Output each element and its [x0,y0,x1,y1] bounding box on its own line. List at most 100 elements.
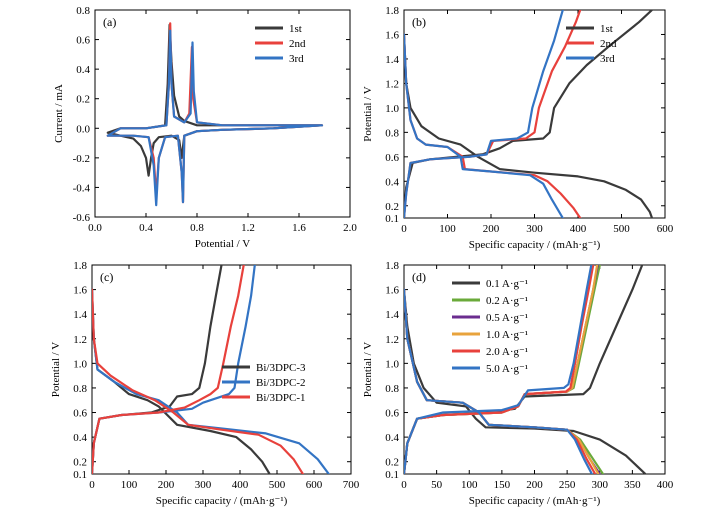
x-tick-label: 350 [624,479,641,491]
y-tick-label: 0.1 [385,213,399,225]
x-tick-label: 600 [306,479,323,491]
panel-b: 0 100 200 300 400 500 600 0.10.2 0.4 0.6 0.8 1.0 1.2… [362,5,674,251]
y-tick-label: -0.6 [73,212,91,224]
y-tick-label: 0.8 [73,383,87,395]
series-group [404,265,647,474]
y-tick-label: 1.0 [385,103,399,115]
y-tick-label: 1.4 [385,54,399,66]
x-tick-label: 200 [158,479,175,491]
y-tick-label: 1.2 [73,334,87,346]
y-tick-label: 1.8 [73,260,87,272]
y-tick-label: 1.8 [385,260,399,272]
series-line-3-charge [404,10,564,218]
plot-frame [403,264,666,475]
series-line-3-discharge [92,288,304,474]
legend-label: 5.0 A·g⁻¹ [486,363,528,375]
series-group [404,10,654,218]
y-tick-label: -0.4 [73,182,91,194]
x-axis-label: Potential / V [195,238,250,250]
x-tick-label: 300 [526,223,543,235]
x-tick-label: 50 [431,479,443,491]
legend-label: 1st [600,23,613,35]
plot-frame [403,9,666,219]
legend: 1st 2nd 3rd [255,23,306,65]
y-tick-label: 0.0 [76,123,90,135]
y-tick-label: 1.6 [385,285,399,297]
legend-label: Bi/3DPC-3 [256,362,306,374]
series-line-3 [106,29,324,207]
y-tick-label: 1.4 [73,309,87,321]
x-tick-label: 150 [494,479,511,491]
y-tick-label: 0.6 [385,152,399,164]
panel-label: (a) [103,15,116,29]
x-tick-label: 600 [657,223,674,235]
y-tick-label: 1.0 [73,358,87,370]
y-tick-label: 1.2 [385,78,399,90]
y-tick-label: 0.8 [385,383,399,395]
y-tick-label: 0.6 [76,35,90,47]
panel-label: (b) [412,15,426,29]
y-tick-label: 0.1 [385,469,399,481]
legend-label: Bi/3DPC-2 [256,377,306,389]
series-line-1-discharge [404,33,654,218]
series-line-2-charge [92,265,256,474]
x-tick-label: 200 [526,479,543,491]
x-tick-label: 500 [613,223,630,235]
y-tick-label: 0.2 [76,94,90,106]
series-group [106,22,324,207]
x-tick-label: 0 [401,479,407,491]
x-axis-label: Specific capacity / (mAh·g⁻¹) [469,495,601,507]
y-tick-label: 1.4 [385,309,399,321]
y-tick-label: 0.2 [73,457,87,469]
legend-label: 3rd [289,53,304,65]
y-tick-label: 0.4 [385,432,399,444]
x-tick-label: 1.6 [292,222,306,234]
y-tick-label: 0.4 [385,176,399,188]
x-tick-label: 0 [401,223,407,235]
y-tick-label: 0.4 [76,64,90,76]
y-tick-label: 1.6 [73,285,87,297]
legend: 0.1 A·g⁻¹ 0.2 A·g⁻¹ 0.5 A·g⁻¹ 1.0 A·g⁻¹ 2.0 … [452,278,528,375]
legend: Bi/3DPC-3 Bi/3DPC-2 Bi/3DPC-1 [222,362,306,404]
legend-label: 2nd [600,38,617,50]
x-tick-label: 400 [657,479,674,491]
x-tick-label: 400 [232,479,249,491]
y-tick-label: 0.2 [385,201,399,213]
x-tick-label: 200 [483,223,500,235]
legend-label: 0.2 A·g⁻¹ [486,295,528,307]
y-axis-label: Current / mA [53,84,65,143]
x-tick-label: 100 [439,223,456,235]
y-axis-label: Potential / V [50,342,62,397]
x-tick-label: 0.8 [190,222,204,234]
series-line-6-discharge [404,288,594,474]
y-tick-label: 0.8 [76,5,90,17]
legend-label: 0.5 A·g⁻¹ [486,312,528,324]
y-tick-label: 0.8 [385,127,399,139]
y-tick-label: 0.2 [385,457,399,469]
x-tick-label: 2.0 [343,222,357,234]
x-tick-label: 300 [195,479,212,491]
legend: 1st 2nd 3rd [566,23,617,65]
y-tick-label: 1.8 [385,5,399,17]
y-axis-label: Potential / V [362,86,374,141]
x-tick-label: 250 [559,479,576,491]
y-tick-label: 1.0 [385,358,399,370]
x-tick-label: 100 [121,479,138,491]
x-tick-label: 700 [343,479,360,491]
series-line-2-discharge [92,288,330,474]
y-tick-label: 1.2 [385,334,399,346]
y-tick-label: 0.6 [385,408,399,420]
x-tick-label: 1.2 [241,222,255,234]
legend-label: 0.1 A·g⁻¹ [486,278,528,290]
panel-d: 0 50 100 150 200 250 300 350 400 0.10.2 0.4 0.6 0.8 1… [362,260,674,507]
series-line-6-charge [404,265,593,474]
y-axis-label: Potential / V [362,342,374,397]
y-tick-label: 1.6 [385,29,399,41]
x-axis-label: Specific capacity / (mAh·g⁻¹) [469,239,601,251]
y-tick-label: 0.4 [73,432,87,444]
series-line-3-charge [92,265,245,474]
legend-label: 3rd [600,53,615,65]
series-line-3-discharge [404,33,564,218]
